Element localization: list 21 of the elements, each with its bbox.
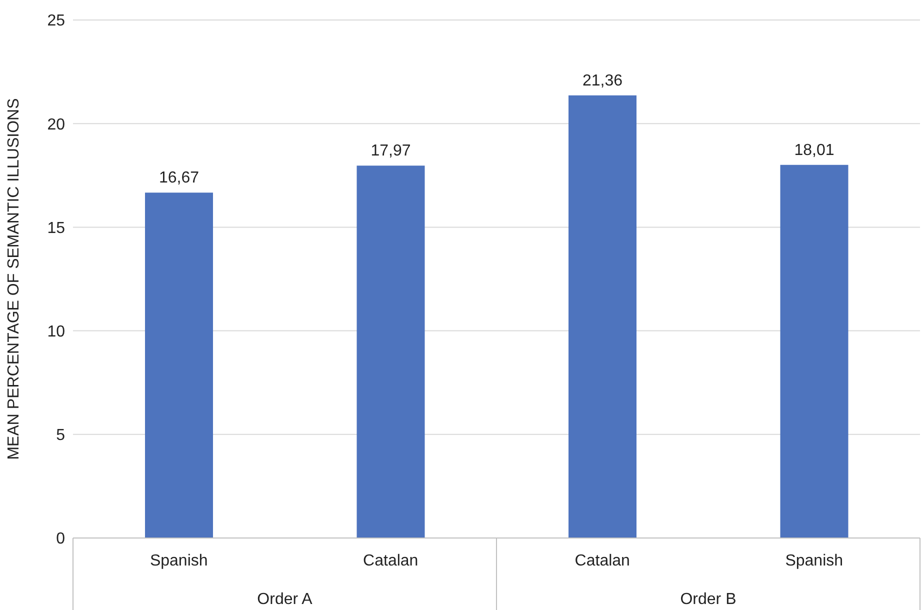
x-tick-label: Spanish: [785, 552, 844, 570]
bar: [568, 95, 636, 538]
data-label: 18,01: [794, 142, 834, 159]
data-label: 21,36: [582, 72, 623, 90]
data-label: 17,97: [370, 142, 411, 160]
text: Order A: [257, 591, 313, 608]
data-label: 16,67: [158, 170, 200, 187]
bar: [145, 192, 213, 538]
y-tick-label: 0: [56, 530, 66, 548]
x-tick-label: Spanish: [150, 552, 208, 570]
text: Order B: [680, 591, 736, 608]
bar: [356, 166, 425, 538]
y-tick-label: 20: [47, 116, 66, 134]
y-tick-label: 25: [47, 12, 66, 30]
y-tick-label: 10: [47, 323, 66, 340]
x-tick-label: Catalan: [574, 552, 630, 570]
y-axis-title: MEAN PERCENTAGE OF SEMANTIC ILLUSIONS: [6, 98, 23, 460]
bar: [780, 164, 848, 538]
x-tick-label: Catalan: [363, 552, 418, 570]
y-tick-label: 15: [47, 220, 66, 237]
y-tick-label: 5: [56, 427, 66, 444]
